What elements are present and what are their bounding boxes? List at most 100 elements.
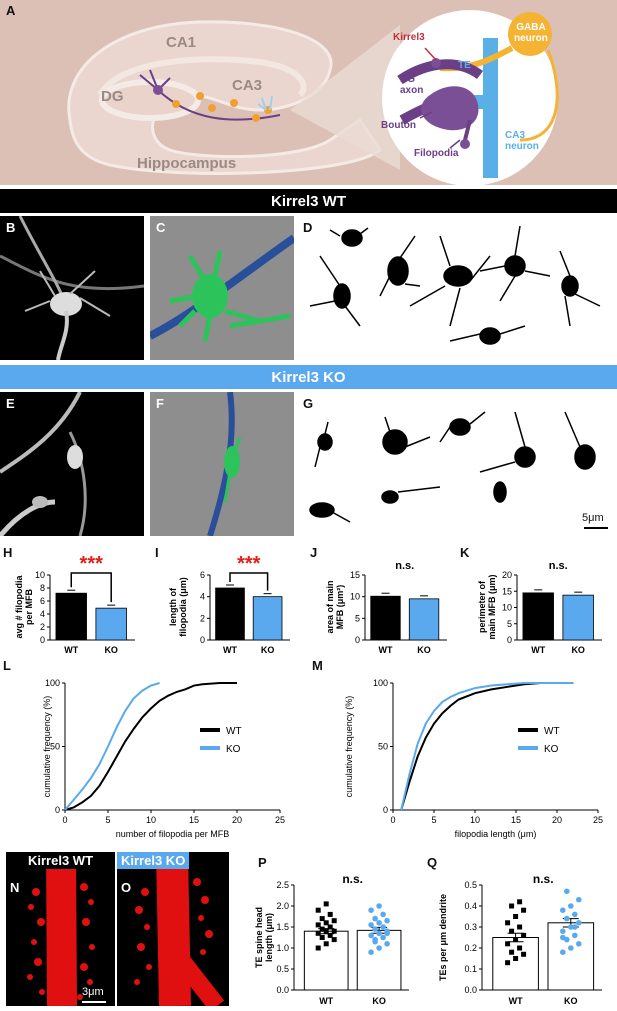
data-point-ko [368,949,374,955]
panel-p-label: P [258,855,267,870]
data-point-ko [572,911,578,918]
y-axis-label-line: main MFB (μm) [487,574,497,639]
chart-j: 0 5 10 15 WT KO n.s. area of mainMFB (μm²) [325,560,447,655]
dg-axon-label-1: DG [400,74,415,85]
y-tick-label: 0 [40,635,45,645]
data-point-wt [323,920,329,926]
bar-ko [547,922,595,991]
x-tick-label: WT [64,645,78,655]
y-tick-label: 0 [355,635,360,645]
y-axis-label: cumulative frequency (%) [42,696,52,798]
series-line-wt [400,682,574,811]
ca1-label: CA1 [166,34,197,51]
y-tick-label: 5 [355,613,360,623]
dg-axon-label: DG axon [400,74,423,96]
data-point-ko [368,932,374,939]
kirrel3-label: Kirrel3 [393,32,425,43]
x-tick-label: WT [509,996,523,1006]
significance-label: *** [237,553,261,575]
y-axis-label: length offilopodia (μm) [168,577,188,637]
data-point-wt [319,916,325,922]
data-point-wt [319,935,325,940]
panel-g-tracings [300,392,617,536]
panel-d-label: D [303,220,313,235]
data-point-wt [327,932,333,938]
y-axis-label-line: length (μm) [264,913,274,962]
data-point-ko [372,915,378,922]
data-point-ko [572,924,578,930]
data-point-wt [323,901,329,907]
significance-label: n.s. [533,872,554,886]
data-point-ko [384,930,390,937]
panel-o-label: O [121,880,132,895]
data-point-wt [323,928,329,934]
chart-p: 0.0 0.5 1.0 1.5 2.0 2.5 WT KO n.s. TE spine headl… [254,872,409,1006]
data-point-wt [513,937,519,943]
data-point-wt [315,930,321,936]
panel-c-label: C [156,220,166,235]
x-tick-label: 5 [105,815,110,825]
panel-l-label: L [3,658,11,673]
chart-k: 0 5 10 15 20 WT KO n.s. perimeter ofmain MFB (μm… [477,560,602,655]
y-tick-label: 2 [200,613,205,623]
data-point-ko [560,928,566,934]
y-tick-label: 5 [507,619,512,629]
bar-ko [562,594,594,641]
data-point-wt [327,911,333,917]
y-tick-label: 0 [507,635,512,645]
scale-bar-3um-label: 3μm [82,986,104,998]
y-tick-label: 2 [40,622,45,632]
data-point-ko [376,920,382,926]
y-tick-label: 100 [373,678,388,688]
y-tick-label: 4 [40,609,45,619]
x-tick-label: WT [379,645,393,655]
y-tick-label: 6 [40,596,45,606]
bar-ko [95,607,127,641]
data-point-ko [376,903,382,909]
x-tick-label: KO [104,645,118,655]
data-point-ko [368,907,374,913]
scale-bar-3um [82,1001,106,1003]
x-tick-label: 10 [146,815,156,825]
data-point-ko [576,920,582,926]
panel-f-label: F [156,396,164,411]
panel-b-label: B [6,220,16,235]
y-axis-label-line: perimeter of [477,580,487,633]
significance-bracket [70,572,112,603]
y-axis-label-line: TEs per μm dendrite [438,894,448,981]
y-tick-label: 10 [35,570,45,580]
data-point-wt [505,960,511,966]
ca3-neuron-label-2: neuron [505,141,539,152]
chart-i: 0 2 4 6 WT KO *** length offilopodia (μm) [168,553,290,655]
series-line-ko [400,682,574,811]
panel-n-label: N [10,880,20,895]
y-axis-label: TE spine headlength (μm) [254,907,274,968]
y-axis-label-line: avg # filopodia [14,575,24,639]
data-point-wt [315,945,321,951]
legend-label-wt: WT [544,726,560,737]
x-tick-label: 0 [390,815,395,825]
gaba-label-1: GABA [516,22,546,33]
data-point-wt [323,941,329,947]
y-tick-label: 100 [45,678,60,688]
x-tick-label: KO [417,645,431,655]
gaba-label-2: neuron [514,33,548,44]
y-tick-label: 2.5 [276,880,289,890]
data-point-ko [376,930,382,937]
data-point-wt [517,945,523,951]
y-tick-label: 0.5 [464,880,477,890]
data-point-ko [568,924,574,930]
gaba-label: GABA neuron [514,22,548,44]
data-point-ko [576,896,582,903]
data-point-wt [517,899,523,905]
kirrel3-wt-band: Kirrel3 WT [0,189,617,213]
data-point-wt [513,956,519,961]
x-tick-label: 15 [189,815,199,825]
y-tick-label: 0.0 [276,985,289,995]
bar-wt [522,592,554,641]
data-point-wt [509,949,515,955]
y-tick-label: 0 [200,635,205,645]
data-point-ko [560,907,566,913]
data-point-ko [368,922,374,928]
x-axis-label: number of filopodia per MFB [116,829,230,839]
